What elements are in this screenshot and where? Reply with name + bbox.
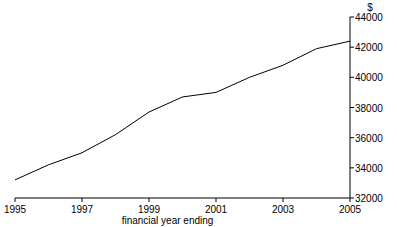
- y-tick-label: 32000: [355, 193, 383, 204]
- x-tick-label: 1997: [71, 204, 94, 215]
- y-tick-label: 40000: [355, 72, 383, 83]
- y-tick-label: 42000: [355, 42, 383, 53]
- x-tick: [15, 198, 16, 202]
- x-tick-label: 1999: [138, 204, 161, 215]
- x-tick: [283, 198, 284, 202]
- line-series: [15, 41, 350, 180]
- y-axis-label: $: [367, 2, 373, 13]
- y-tick-label: 38000: [355, 103, 383, 114]
- y-tick: [350, 47, 354, 48]
- y-tick-label: 34000: [355, 163, 383, 174]
- x-tick: [216, 198, 217, 202]
- x-tick-label: 2003: [272, 204, 295, 215]
- plot-area: [15, 41, 350, 180]
- x-axis-label: financial year ending: [122, 215, 214, 226]
- x-tick-label: 2005: [339, 204, 362, 215]
- x-tick: [82, 198, 83, 202]
- y-tick: [350, 137, 354, 138]
- y-tick: [350, 107, 354, 108]
- chart: 32000 34000 36000 38000 40000 42000 44000 1995 1…: [0, 0, 397, 227]
- y-tick: [350, 17, 354, 18]
- y-tick: [350, 77, 354, 78]
- x-axis: [15, 198, 350, 199]
- x-tick-label: 1995: [4, 204, 27, 215]
- y-tick-label: 44000: [355, 12, 383, 23]
- x-tick-label: 2001: [205, 204, 228, 215]
- x-tick: [149, 198, 150, 202]
- y-tick: [350, 198, 354, 199]
- y-tick-label: 36000: [355, 133, 383, 144]
- x-tick: [350, 198, 351, 202]
- y-tick: [350, 167, 354, 168]
